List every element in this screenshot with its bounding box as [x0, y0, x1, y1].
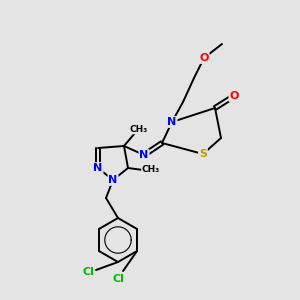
- Text: O: O: [229, 91, 239, 101]
- Text: N: N: [167, 117, 177, 127]
- Text: Cl: Cl: [82, 267, 94, 277]
- Text: Cl: Cl: [112, 274, 124, 284]
- Text: N: N: [93, 163, 103, 173]
- Text: O: O: [199, 53, 209, 63]
- Text: N: N: [140, 150, 148, 160]
- Text: CH₃: CH₃: [130, 124, 148, 134]
- Text: S: S: [199, 149, 207, 159]
- Text: CH₃: CH₃: [142, 166, 160, 175]
- Text: N: N: [108, 175, 118, 185]
